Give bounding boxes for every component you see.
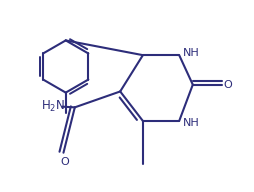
Text: NH: NH [183, 118, 200, 128]
Text: H$_2$N: H$_2$N [41, 99, 65, 114]
Text: NH: NH [183, 48, 200, 58]
Text: O: O [224, 80, 232, 90]
Text: O: O [60, 157, 69, 167]
